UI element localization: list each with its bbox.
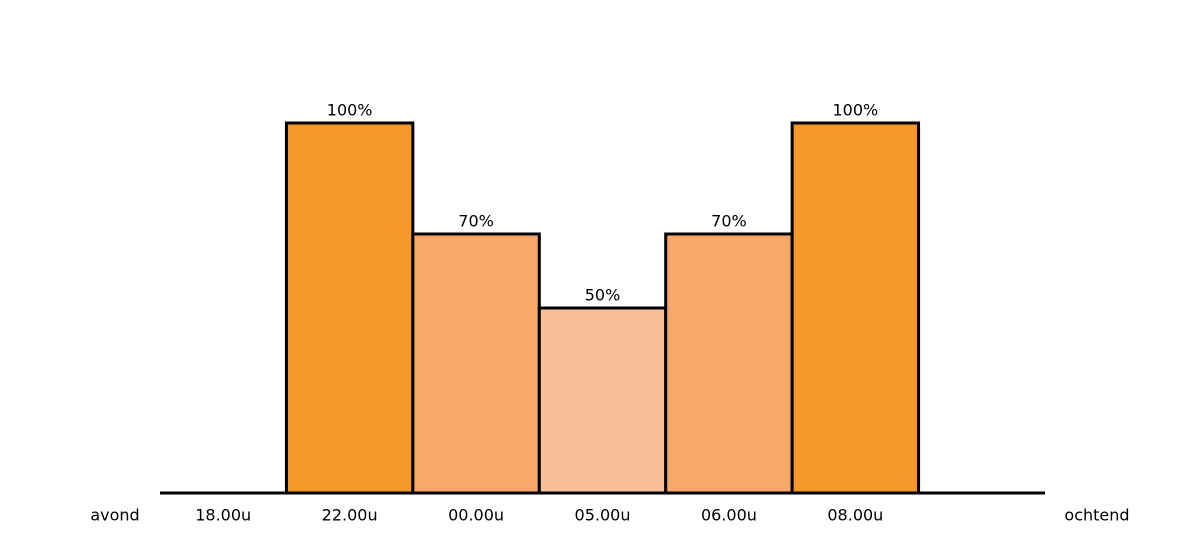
- value-label: 100%: [832, 101, 878, 120]
- bar: [790, 121, 921, 495]
- bar: [411, 232, 541, 495]
- bar: [664, 232, 794, 495]
- x-tick-label: 08.00u: [827, 506, 883, 525]
- x-tick-label: 18.00u: [195, 506, 251, 525]
- x-tick-label: 00.00u: [448, 506, 504, 525]
- x-tick-label: 05.00u: [575, 506, 631, 525]
- bar: [284, 121, 415, 495]
- value-label: 50%: [585, 286, 621, 305]
- bar: [537, 306, 668, 495]
- value-label: 100%: [327, 101, 373, 120]
- value-label: 70%: [711, 212, 747, 231]
- x-tick-label: 22.00u: [322, 506, 378, 525]
- end-label: ochtend: [1064, 506, 1129, 525]
- value-label: 70%: [458, 212, 494, 231]
- x-tick-label: 06.00u: [701, 506, 757, 525]
- start-label: avond: [90, 506, 139, 525]
